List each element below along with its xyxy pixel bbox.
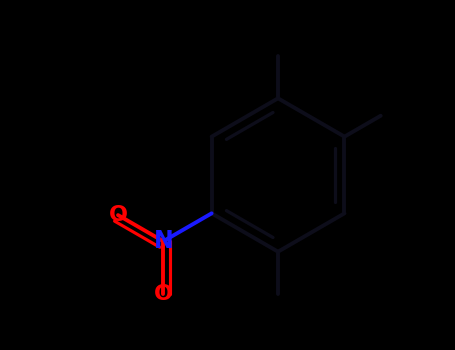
Text: O: O xyxy=(154,284,173,303)
Text: O: O xyxy=(109,205,127,225)
Text: N: N xyxy=(153,229,173,253)
